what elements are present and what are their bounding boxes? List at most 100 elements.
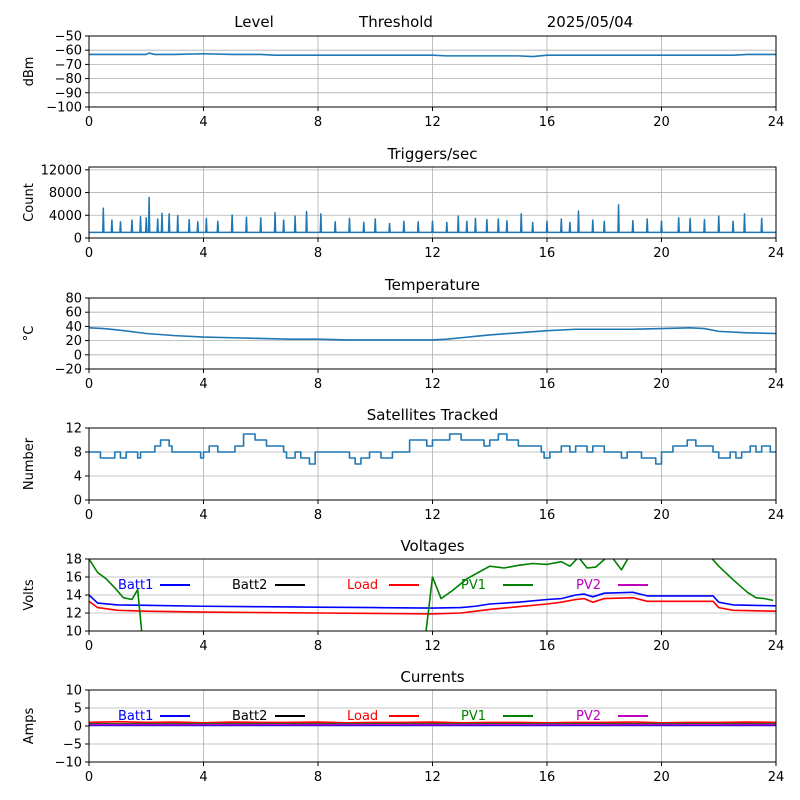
triggers-spike-6: [148, 196, 150, 198]
triggers-spike-45: [603, 220, 605, 222]
signal-xtick-label-6: 24: [768, 115, 785, 130]
triggers-ytick-label-3: 12000: [41, 163, 82, 178]
signal-series-group: [89, 52, 776, 58]
currents-legend-label-pv1: PV1: [461, 709, 486, 724]
satellites-ylabel: Number: [22, 437, 37, 490]
currents-ylabel: Amps: [22, 707, 37, 744]
currents-xtick-label-1: 4: [199, 770, 207, 785]
temperature-xtick-label-2: 8: [314, 377, 322, 392]
currents-xtick-label-6: 24: [768, 770, 785, 785]
voltages-legend-label-batt1: Batt1: [118, 578, 153, 593]
signal-ytick-label-4: −60: [55, 44, 82, 59]
triggers-spike-24: [348, 217, 350, 219]
triggers-spike-52: [703, 218, 705, 220]
satellites-panel: 0 4 8 12 16 20 24 0 4 8 12 Satellites Tracked Number: [22, 406, 784, 523]
signal-ytick-label-1: −90: [55, 86, 82, 101]
voltages-xtick-label-1: 4: [199, 639, 207, 654]
triggers-xtick-label-3: 12: [424, 246, 441, 261]
currents-ytick-label-3: 5: [74, 702, 82, 717]
triggers-spike-13: [205, 217, 207, 219]
triggers-spike-12: [197, 221, 199, 223]
triggers-xtick-label-4: 16: [539, 246, 556, 261]
satellites-xtick-label-5: 20: [653, 508, 670, 523]
satellites-ytick-label-1: 4: [74, 470, 82, 485]
satellites-title: Satellites Tracked: [367, 406, 498, 424]
triggers-panel: 0 4 8 12 16 20 24 0 4000 8000 12000 Triggers/sec Cou…: [22, 145, 784, 261]
satellites-xtick-label-4: 16: [539, 508, 556, 523]
temperature-ylabel: °C: [22, 326, 37, 342]
triggers-spike-39: [532, 221, 534, 223]
satellites-series-group: [89, 433, 776, 465]
triggers-xtick-label-5: 20: [653, 246, 670, 261]
voltages-legend-label-pv1: PV1: [461, 578, 486, 593]
triggers-spike-11: [188, 218, 190, 220]
temperature-title: Temperature: [384, 276, 480, 294]
triggers-spike-43: [577, 210, 579, 212]
triggers-spike-15: [231, 214, 233, 216]
triggers-spike-2: [119, 221, 121, 223]
triggers-spike-1: [111, 219, 113, 221]
currents-xtick-label-3: 12: [424, 770, 441, 785]
voltages-xtick-label-5: 20: [653, 639, 670, 654]
voltages-ytick-label-3: 16: [65, 571, 82, 586]
triggers-spike-19: [283, 219, 285, 221]
currents-xtick-label-4: 16: [539, 770, 556, 785]
currents-title: Currents: [400, 668, 464, 686]
satellites-ytick-label-2: 8: [74, 446, 82, 461]
triggers-ytick-label-1: 4000: [49, 209, 82, 224]
satellites-xtick-label-3: 12: [424, 508, 441, 523]
temperature-xtick-label-3: 12: [424, 377, 441, 392]
currents-line-load: [89, 720, 776, 724]
signal-panel: 0 4 8 12 16 20 24 −100−90−80−70−60−50 dBm: [22, 30, 784, 131]
temperature-ytick-label-2: 20: [65, 334, 82, 349]
triggers-spike-3: [131, 219, 133, 221]
currents-ytick-label-1: −5: [63, 738, 82, 753]
triggers-spike-55: [744, 213, 746, 215]
currents-ytick-label-2: 0: [74, 720, 82, 735]
triggers-spike-41: [560, 218, 562, 220]
header-threshold: Threshold: [358, 13, 433, 31]
triggers-spike-21: [306, 210, 308, 212]
triggers-spike-44: [592, 219, 594, 221]
temperature-ytick-label-4: 60: [65, 306, 82, 321]
currents-legend-label-pv2: PV2: [576, 709, 601, 724]
voltages-ytick-label-2: 14: [65, 589, 82, 604]
currents-xtick-label-5: 20: [653, 770, 670, 785]
signal-line-trace: [89, 52, 776, 58]
triggers-spike-47: [632, 219, 634, 221]
currents-legend-label-batt1: Batt1: [118, 709, 153, 724]
triggers-xtick-label-6: 24: [768, 246, 785, 261]
triggers-spike-25: [363, 221, 365, 223]
triggers-spike-31: [446, 221, 448, 223]
satellites-ytick-label-3: 12: [65, 422, 82, 437]
currents-xtick-label-2: 8: [314, 770, 322, 785]
satellites-line-trace: [89, 433, 776, 465]
voltages-xtick-label-2: 8: [314, 639, 322, 654]
voltages-xtick-label-4: 16: [539, 639, 556, 654]
header-level: Level: [234, 13, 274, 31]
triggers-series-group: [89, 196, 776, 234]
temperature-ytick-label-5: 80: [65, 292, 82, 307]
triggers-spike-38: [520, 213, 522, 215]
voltages-xtick-label-6: 24: [768, 639, 785, 654]
voltages-xtick-label-0: 0: [85, 639, 93, 654]
triggers-spike-40: [546, 220, 548, 222]
temperature-series-group: [89, 327, 776, 341]
voltages-line-load: [89, 596, 776, 615]
triggers-spike-34: [474, 217, 476, 219]
voltages-legend-label-batt2: Batt2: [232, 578, 267, 593]
temperature-line-trace: [89, 327, 776, 341]
voltages-line-pv1: [89, 559, 774, 631]
triggers-spike-56: [761, 217, 763, 219]
signal-ytick-label-5: −50: [55, 30, 82, 45]
currents-series-group: [89, 720, 776, 727]
temperature-xtick-label-5: 20: [653, 377, 670, 392]
satellites-ytick-label-0: 0: [74, 494, 82, 509]
signal-xtick-label-0: 0: [85, 115, 93, 130]
voltages-series-group: [89, 559, 776, 631]
signal-xtick-label-3: 12: [424, 115, 441, 130]
triggers-ytick-label-0: 0: [74, 232, 82, 247]
